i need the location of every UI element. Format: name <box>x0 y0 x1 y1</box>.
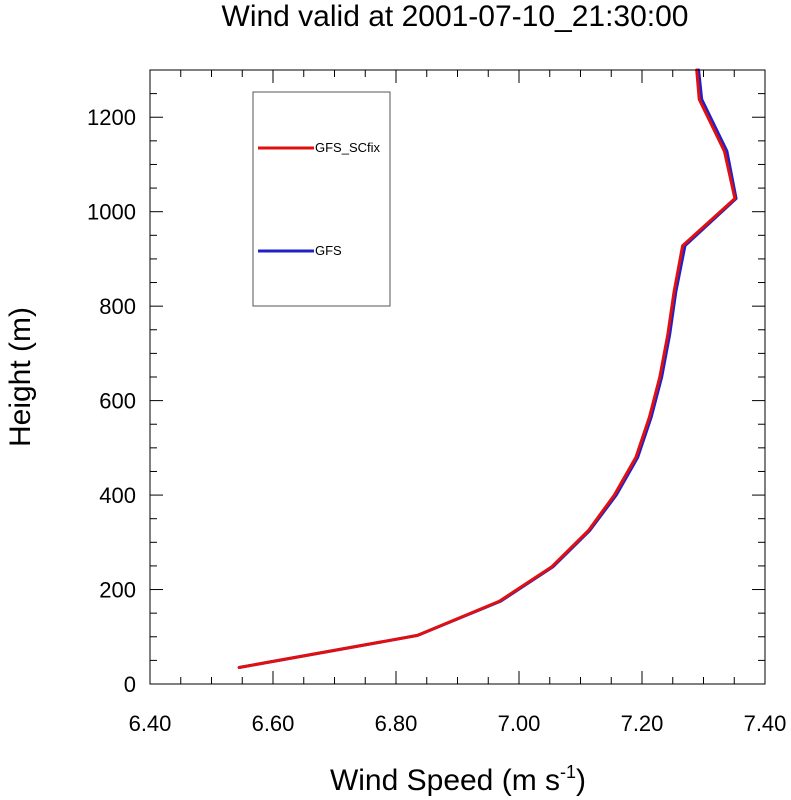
series-line-gfs-scfix <box>237 68 737 669</box>
legend-label-gfs-scfix: GFS_SCfix <box>315 140 381 155</box>
series-layer <box>237 68 738 669</box>
x-axis-label-close: ) <box>576 764 586 797</box>
legend: GFS_SCfix GFS <box>252 91 391 307</box>
plot-frame <box>149 69 766 685</box>
ticks-layer: 6.40 6.60 6.80 7.00 7.20 7.40 0 200 400 600 800 100… <box>87 69 787 736</box>
legend-box <box>252 91 391 307</box>
x-axis-label-superscript: -1 <box>560 762 576 782</box>
x-axis-label: Wind Speed (m s-1) <box>330 762 586 797</box>
x-tick-label: 7.00 <box>498 711 541 736</box>
x-tick-label: 6.60 <box>252 711 295 736</box>
y-tick-label: 200 <box>99 578 136 603</box>
x-tick-label: 6.80 <box>375 711 418 736</box>
x-tick-label: 6.40 <box>129 711 172 736</box>
legend-label-gfs: GFS <box>315 243 342 258</box>
x-tick-label: 7.20 <box>621 711 664 736</box>
y-tick-label: 1000 <box>87 200 136 225</box>
y-tick-label: 400 <box>99 483 136 508</box>
legend-items: GFS_SCfix GFS <box>258 140 381 258</box>
y-tick-label: 600 <box>99 389 136 414</box>
chart-title: Wind valid at 2001-07-10_21:30:00 <box>222 0 689 33</box>
x-axis-label-main: Wind Speed (m s <box>330 764 560 797</box>
y-tick-label: 800 <box>99 294 136 319</box>
y-axis-label: Height (m) <box>4 307 37 447</box>
y-tick-label: 1200 <box>87 105 136 130</box>
y-tick-label: 0 <box>124 672 136 697</box>
x-tick-label: 7.40 <box>744 711 787 736</box>
